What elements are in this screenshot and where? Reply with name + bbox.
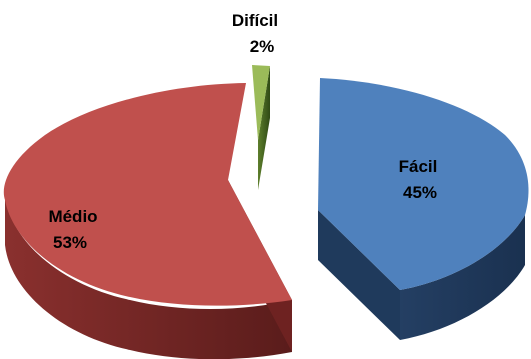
- slice-medio-side: [5, 195, 292, 359]
- slice-facil: [318, 78, 529, 340]
- label-dificil-name: Difícil: [232, 11, 278, 30]
- label-medio-value: 53%: [53, 233, 87, 252]
- label-dificil-value: 2%: [250, 37, 275, 56]
- slice-facil-cut-face: [318, 210, 400, 340]
- label-facil-name: Fácil: [399, 157, 438, 176]
- slice-dificil-top: [252, 65, 270, 140]
- slice-facil-side: [400, 215, 525, 340]
- slice-medio-top: [3, 83, 292, 306]
- slice-dificil: [252, 65, 270, 190]
- label-medio-name: Médio: [48, 207, 97, 226]
- label-facil-value: 45%: [403, 183, 437, 202]
- slice-medio: [3, 83, 292, 359]
- slice-dificil-side: [258, 66, 270, 190]
- slice-facil-top: [318, 78, 529, 290]
